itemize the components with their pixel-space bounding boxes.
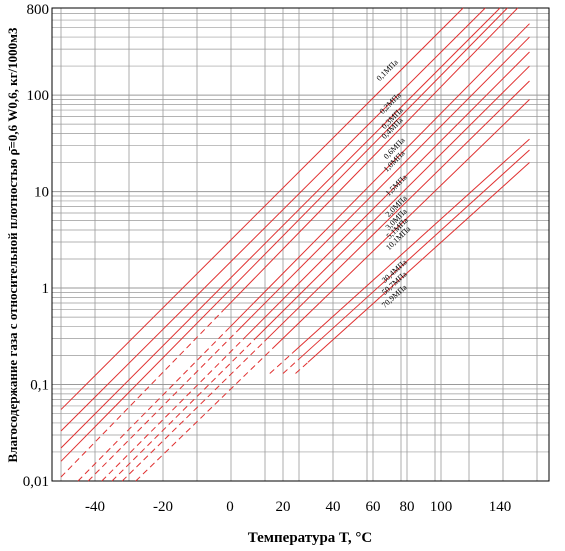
series-line [245, 51, 530, 337]
y-tick-label: 1 [42, 281, 50, 297]
series-line [229, 23, 530, 328]
x-tick-label: 80 [400, 499, 415, 515]
series-line-dashed [111, 337, 257, 482]
x-tick-label: 140 [489, 499, 512, 515]
series-line [297, 149, 530, 361]
x-tick-labels: -40 -20 0 20 40 60 80 100 140 [85, 499, 511, 515]
series-line-dashed [282, 359, 299, 374]
y-tick-labels: 0,01 0,1 1 10 100 800 [23, 2, 49, 490]
x-tick-label: -20 [153, 499, 173, 515]
series-line [237, 36, 530, 331]
series-line-dashed [135, 348, 273, 482]
plot-frame [51, 7, 550, 482]
series-group [60, 7, 530, 482]
series-line-dashed [77, 326, 231, 482]
x-tick-label: 40 [326, 499, 341, 515]
y-tick-label: 0,01 [23, 474, 49, 490]
y-tick-label: 800 [27, 2, 50, 18]
series-line-dashed [101, 336, 247, 482]
grid [52, 7, 549, 482]
series-label: 0,1МПа [375, 57, 400, 82]
series-label: 1,5МПа [384, 172, 409, 197]
series-line [292, 138, 530, 353]
series-line [60, 7, 486, 432]
y-axis-title: Влагосодержание газа с относительной пло… [5, 27, 20, 463]
x-tick-label: 100 [430, 499, 453, 515]
series-line-dashed [121, 340, 265, 482]
series-line [307, 162, 530, 363]
y-tick-label: 10 [34, 185, 49, 201]
series-line-dashed [269, 352, 294, 374]
series-line [272, 99, 530, 350]
series-line [222, 7, 519, 311]
series-line-dashed [87, 329, 239, 482]
y-tick-label: 100 [27, 88, 50, 104]
series-line [60, 7, 501, 449]
x-tick-label: 0 [226, 499, 234, 515]
y-tick-label: 0,1 [30, 378, 49, 394]
series-line-dashed [295, 361, 309, 374]
series-line [60, 7, 508, 462]
x-tick-label: 60 [366, 499, 381, 515]
series-line [264, 80, 530, 342]
series-line-dashed [60, 309, 224, 478]
series-line [256, 65, 530, 338]
series-line [60, 7, 464, 410]
x-axis-title: Температура T, °C [248, 530, 373, 546]
x-tick-label: 20 [276, 499, 291, 515]
x-tick-label: -40 [85, 499, 105, 515]
